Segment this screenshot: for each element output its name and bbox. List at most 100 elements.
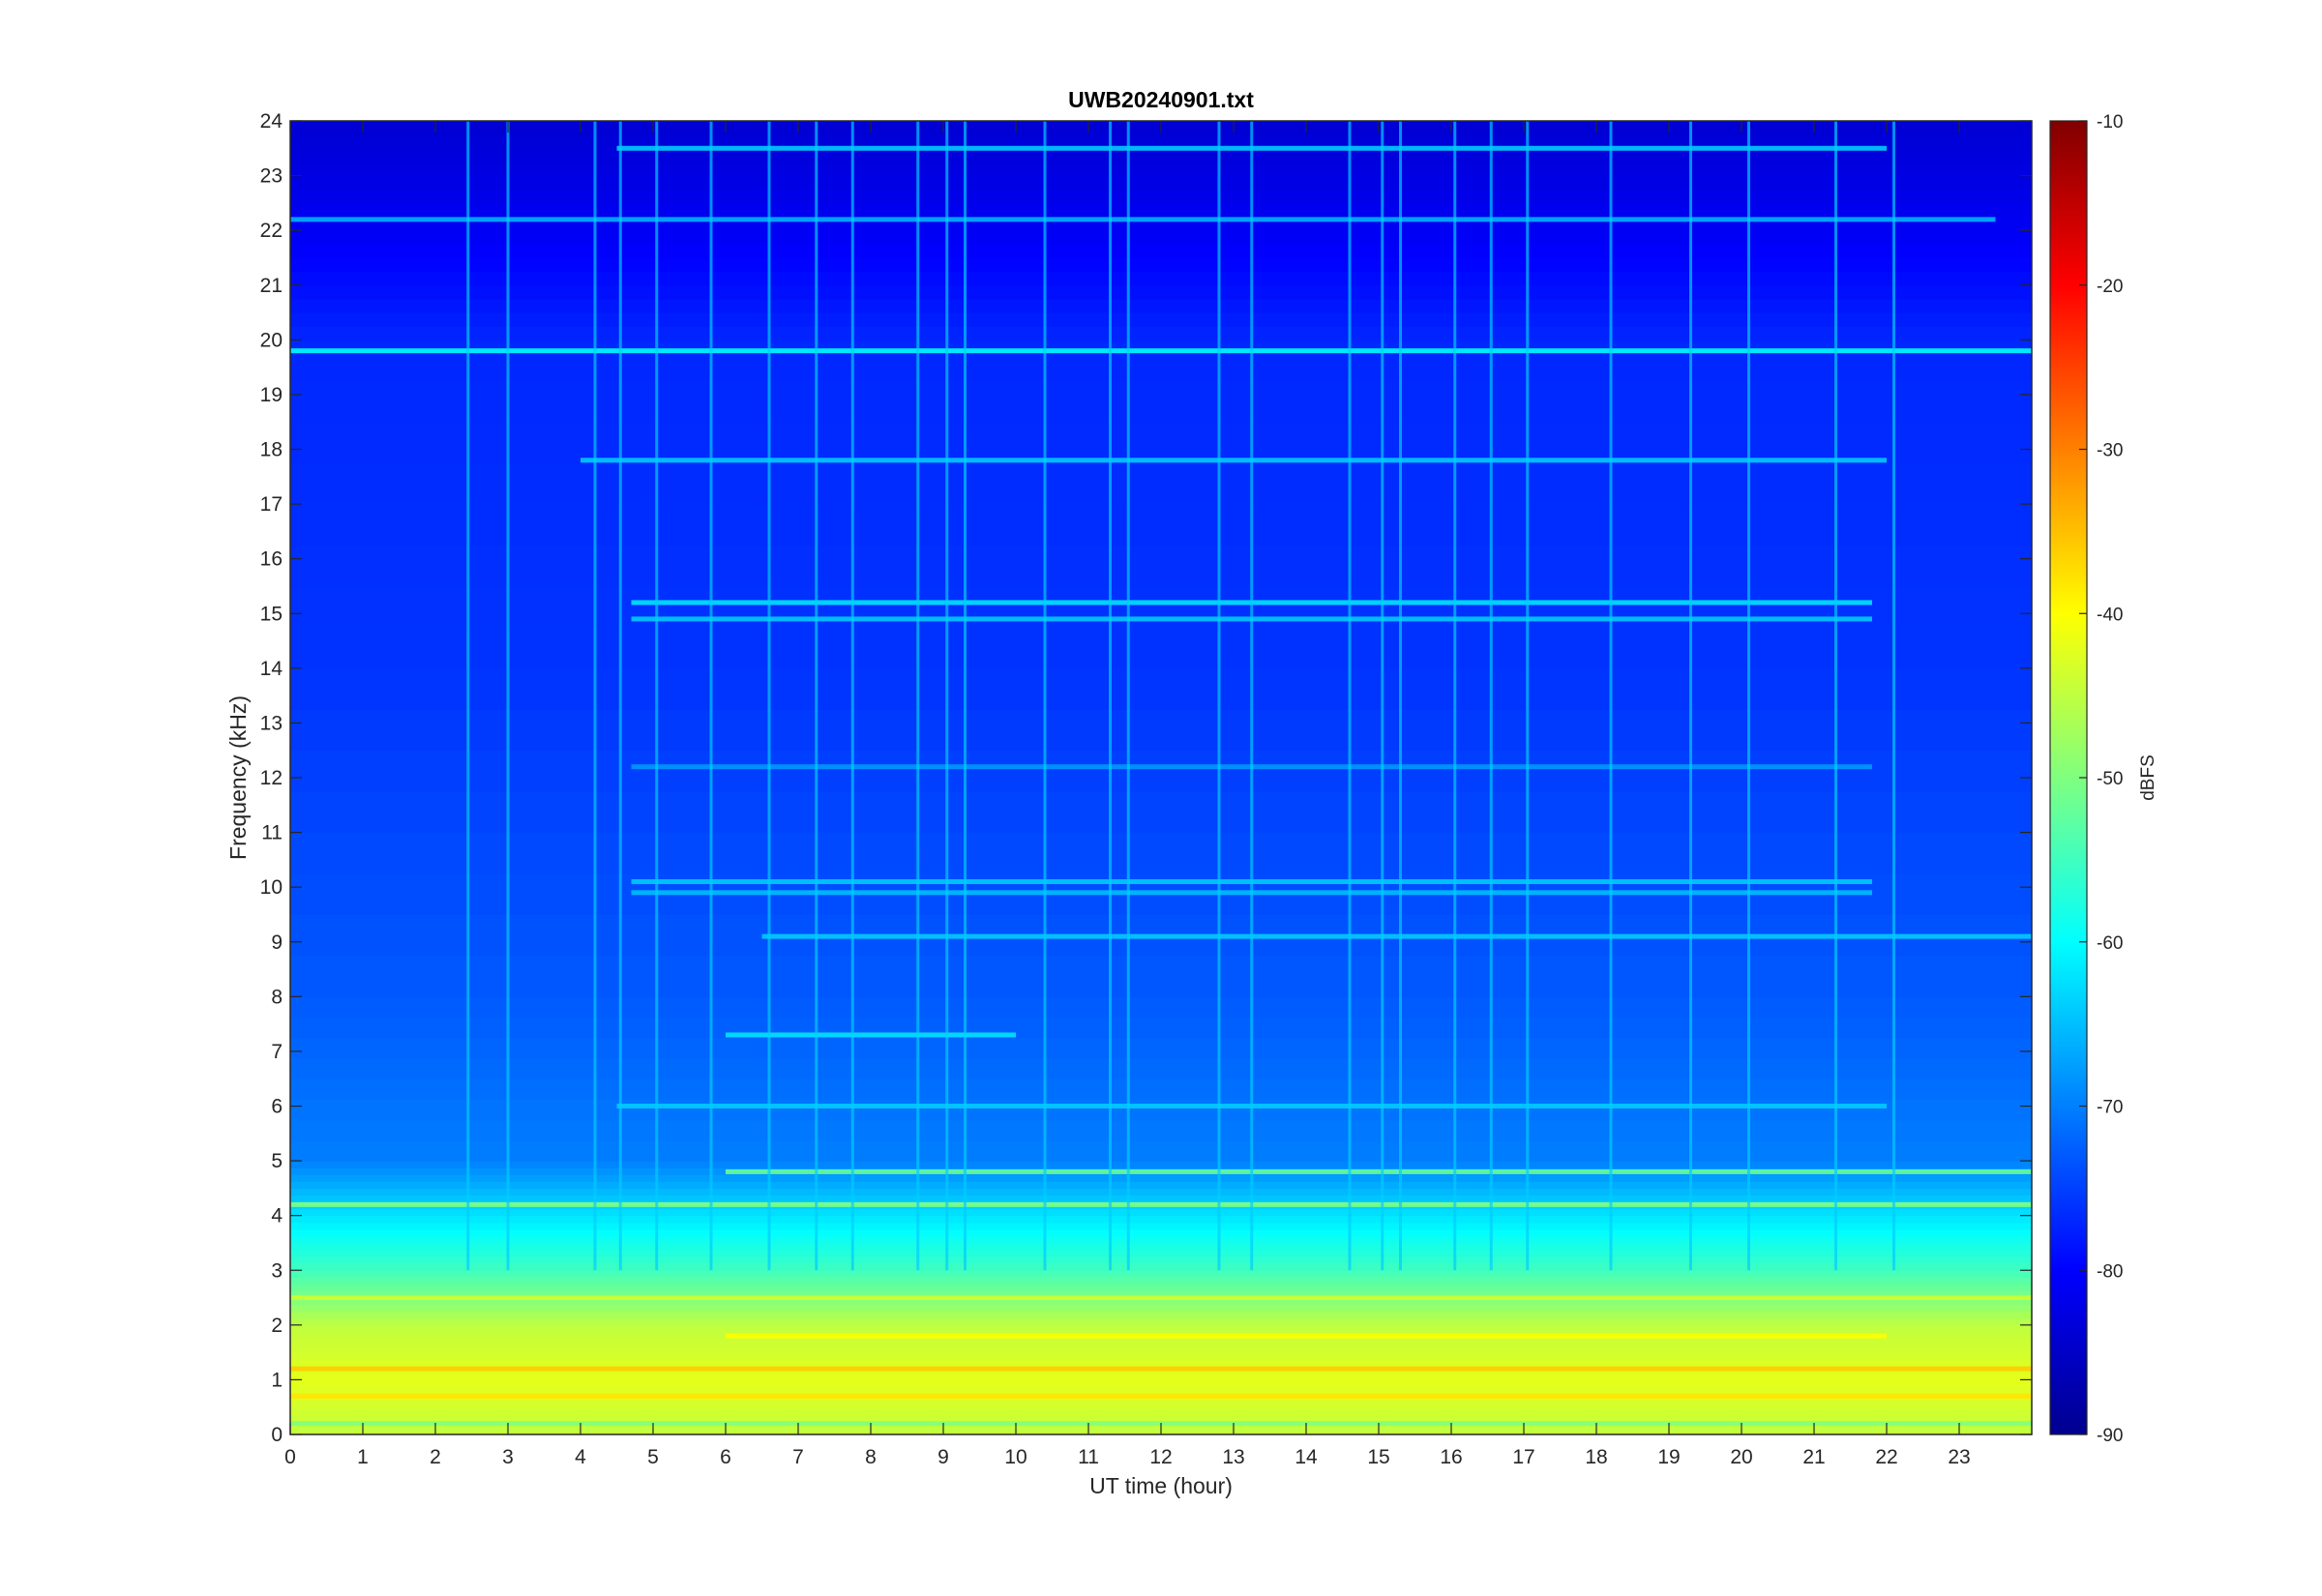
x-axis-label: UT time (hour) [1089, 1473, 1233, 1498]
x-tick-label: 19 [1657, 1446, 1680, 1468]
vertical-spike [1489, 121, 1493, 1271]
background-band [290, 1277, 2032, 1285]
vertical-spike [1217, 121, 1221, 1271]
vertical-spike [618, 121, 622, 1271]
background-band [290, 585, 2032, 628]
background-band [290, 462, 2032, 505]
background-band [290, 284, 2032, 300]
vertical-spike [1126, 121, 1130, 1271]
vertical-spike [1043, 121, 1047, 1271]
background-band [290, 1228, 2032, 1237]
x-tick-label: 16 [1440, 1446, 1462, 1468]
y-tick-label: 0 [271, 1424, 283, 1446]
background-band [290, 202, 2032, 218]
background-band [290, 750, 2032, 792]
vertical-spike [1250, 121, 1254, 1271]
x-tick-label: 14 [1295, 1446, 1318, 1468]
colorbar-label: dBFS [2138, 754, 2158, 801]
vertical-spike [1399, 121, 1402, 1271]
x-tick-label: 0 [284, 1446, 296, 1468]
vertical-spike [466, 121, 470, 1271]
y-tick-label: 20 [260, 329, 283, 351]
spectrogram-vertical-spikes [466, 121, 1895, 1271]
y-tick-label: 12 [260, 767, 283, 789]
background-band [290, 422, 2032, 464]
x-tick-label: 12 [1149, 1446, 1172, 1468]
y-tick-label: 5 [271, 1150, 283, 1172]
background-band [290, 1290, 2032, 1299]
y-tick-label: 16 [260, 548, 283, 571]
y-tick-label: 14 [260, 658, 283, 680]
background-band [290, 1139, 2032, 1162]
background-band [290, 244, 2032, 259]
chart-title: UWB20240901.txt [1068, 87, 1254, 112]
tone-line [761, 933, 2032, 939]
tone-line [726, 1168, 2032, 1174]
background-band [290, 312, 2032, 327]
y-tick-label: 17 [260, 493, 283, 516]
tone-line [290, 1393, 2032, 1399]
spectrogram-background [290, 121, 2032, 1434]
vertical-spike [1834, 121, 1837, 1271]
background-band [290, 1215, 2032, 1224]
vertical-spike [1526, 121, 1530, 1271]
x-tick-label: 20 [1730, 1446, 1752, 1468]
colorbar-tick-label: -50 [2097, 769, 2123, 789]
vertical-spike [1747, 121, 1750, 1271]
background-band [290, 1400, 2032, 1408]
background-band [290, 791, 2032, 834]
tone-line [290, 1366, 2032, 1372]
background-band [290, 1188, 2032, 1197]
background-band [290, 832, 2032, 874]
background-band [290, 1242, 2032, 1251]
vertical-spike [1109, 121, 1112, 1271]
x-tick-label: 17 [1512, 1446, 1534, 1468]
vertical-spike [945, 121, 949, 1271]
y-tick-label: 24 [260, 110, 283, 133]
background-band [290, 1297, 2032, 1306]
x-tick-label: 6 [720, 1446, 731, 1468]
background-band [290, 955, 2032, 997]
vertical-spike [850, 121, 854, 1271]
x-tick-label: 23 [1948, 1446, 1970, 1468]
background-band [290, 627, 2032, 669]
background-band [290, 1017, 2032, 1039]
background-band [290, 667, 2032, 710]
y-tick-label: 2 [271, 1315, 283, 1337]
background-band [290, 1037, 2032, 1059]
background-band [290, 1373, 2032, 1381]
y-tick-label: 23 [260, 165, 283, 188]
background-band [290, 1057, 2032, 1079]
background-band [290, 545, 2032, 587]
y-tick-label: 4 [271, 1205, 283, 1227]
x-tick-label: 2 [430, 1446, 441, 1468]
y-tick-label: 21 [260, 275, 283, 297]
background-band [290, 1345, 2032, 1353]
background-band [290, 1250, 2032, 1257]
vertical-spike [1381, 121, 1384, 1271]
background-band [290, 1379, 2032, 1388]
x-tick-label: 5 [647, 1446, 659, 1468]
tone-line [290, 1201, 2032, 1207]
x-tick-label: 9 [938, 1446, 949, 1468]
y-tick-label: 10 [260, 876, 283, 899]
background-band [290, 1195, 2032, 1203]
colorbar-tick-label: -70 [2097, 1098, 2123, 1118]
tone-line [726, 1032, 1016, 1038]
background-band [290, 1270, 2032, 1278]
y-tick-label: 13 [260, 712, 283, 734]
x-tick-label: 21 [1802, 1446, 1825, 1468]
y-tick-label: 6 [271, 1096, 283, 1118]
background-band [290, 1304, 2032, 1313]
background-band [290, 996, 2032, 1019]
x-axis: 0 1 2 3 4 5 6 7 8 9 10 11 12 13 14 15 16 17 18 19 20 21 22 23 [284, 121, 1971, 1468]
background-band [290, 1256, 2032, 1264]
background-band [290, 298, 2032, 313]
background-band [290, 1099, 2032, 1121]
vertical-spike [916, 121, 920, 1271]
x-tick-label: 3 [502, 1446, 514, 1468]
background-band [290, 504, 2032, 547]
y-tick-label: 15 [260, 603, 283, 625]
tone-line [580, 458, 1887, 463]
